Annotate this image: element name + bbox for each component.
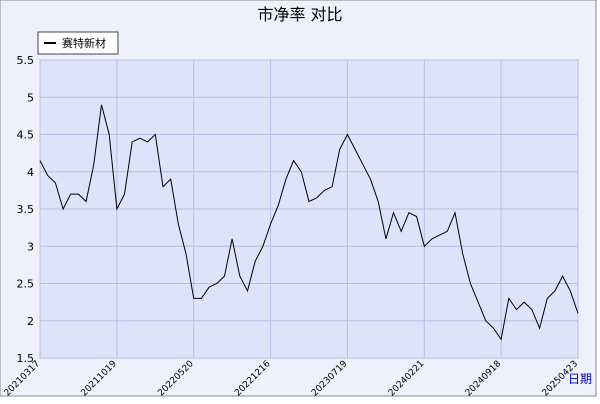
y-tick-label: 2.5 xyxy=(17,278,35,291)
y-tick-label: 4.5 xyxy=(17,129,35,142)
y-tick-label: 4 xyxy=(27,166,34,179)
series-line xyxy=(39,104,579,341)
y-tick-label: 5 xyxy=(27,91,34,104)
chart-title: 市净率 对比 xyxy=(257,5,342,24)
x-axis-label: 日期 xyxy=(568,372,592,386)
legend-box xyxy=(37,31,119,55)
y-tick-label: 3 xyxy=(27,240,34,253)
legend-label: 赛特新材 xyxy=(62,36,106,50)
y-tick-label: 5.5 xyxy=(17,54,35,67)
y-tick-label: 3.5 xyxy=(17,203,35,216)
y-tick-label: 1.5 xyxy=(17,352,35,365)
y-tick-label: 2 xyxy=(27,315,34,328)
